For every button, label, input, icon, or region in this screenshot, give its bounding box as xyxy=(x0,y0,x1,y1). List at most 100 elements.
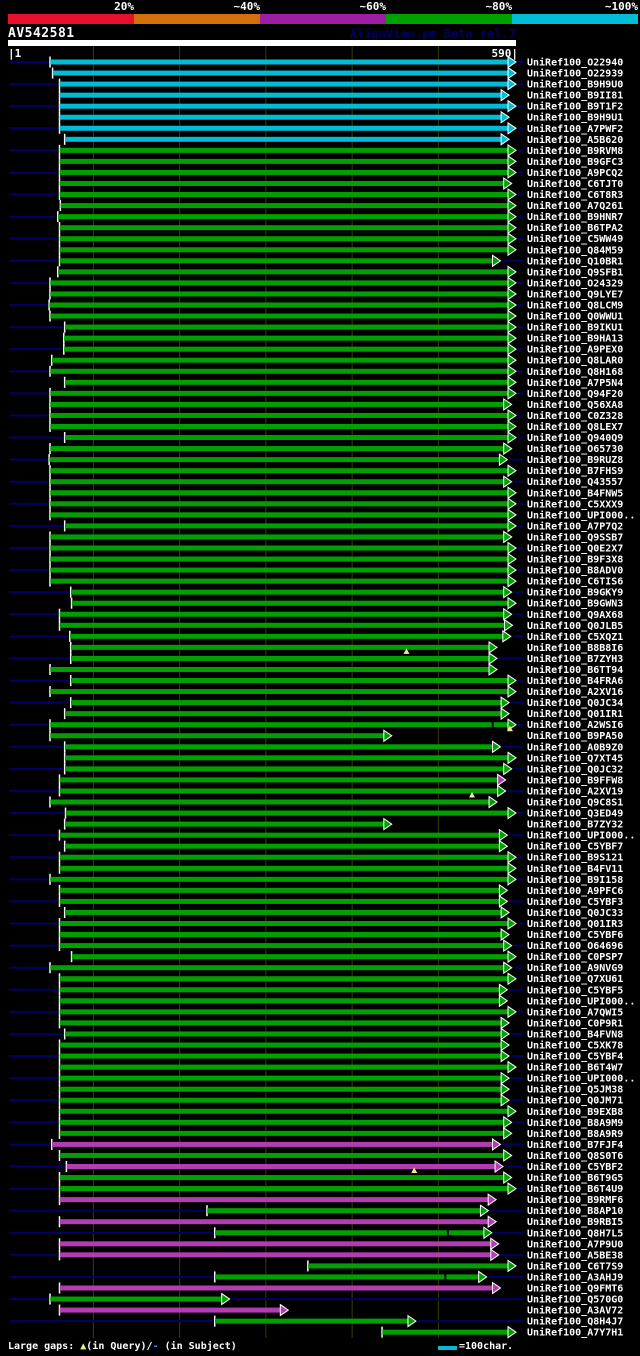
hit-start-tick xyxy=(49,531,51,543)
hit-start-tick xyxy=(49,487,51,499)
alignment-bar xyxy=(59,1219,489,1225)
hit-row: UniRef100_Q0JM71 xyxy=(9,1093,623,1107)
ruler-end-label: 590| xyxy=(491,47,519,60)
alignment-bar xyxy=(64,766,504,772)
alignment-arrowhead xyxy=(507,55,517,69)
alignment-arrowhead xyxy=(507,221,517,235)
alignment-bar xyxy=(59,976,509,982)
hit-start-tick xyxy=(58,1105,61,1117)
hit-row: UniRef100_B8A9M9 xyxy=(9,1115,623,1129)
alignment-bar xyxy=(59,777,498,783)
alignment-arrowhead xyxy=(500,1071,510,1085)
hit-label: UniRef100_Q56XA8 xyxy=(527,399,623,411)
hit-label: UniRef100_A5B620 xyxy=(527,134,623,146)
alignment-arrowhead xyxy=(498,894,509,908)
hit-start-tick xyxy=(58,1116,61,1128)
alignment-bar xyxy=(50,578,508,584)
hit-row: UniRef100_Q8H4J7 xyxy=(9,1314,623,1328)
alignment-bar xyxy=(308,1263,508,1269)
alignment-arrowhead xyxy=(507,497,517,511)
hit-label: UniRef100_Q84M59 xyxy=(527,244,623,256)
hit-label: UniRef100_O22939 xyxy=(527,68,623,80)
alignment-bar xyxy=(50,512,508,518)
hit-row: UniRef100_B9S121 xyxy=(9,850,623,864)
alignment-bar xyxy=(71,600,509,606)
alignment-bar xyxy=(50,876,508,882)
alignment-arrowhead xyxy=(491,254,502,268)
hit-label: UniRef100_Q01IR1 xyxy=(527,708,623,720)
alignment-bar xyxy=(59,192,509,198)
hit-start-tick xyxy=(48,299,50,311)
hit-row: UniRef100_B7ZYH3 xyxy=(9,651,623,665)
hit-label: UniRef100_Q9SFB1 xyxy=(527,266,623,278)
alignment-arrowhead xyxy=(488,795,498,809)
hit-label: UniRef100_B9T1F2 xyxy=(527,101,623,113)
alignment-arrowhead xyxy=(487,1193,498,1207)
query-gap-marker xyxy=(469,791,476,798)
hit-row: UniRef100_B7FJF4 xyxy=(9,1137,623,1151)
hit-label: UniRef100_Q0JM71 xyxy=(527,1095,623,1107)
hit-label: UniRef100_B4FVN8 xyxy=(527,1028,623,1040)
hit-start-tick xyxy=(58,222,61,234)
alignment-bar xyxy=(51,357,508,363)
hit-start-tick xyxy=(65,1161,68,1172)
hit-label: UniRef100_B9PA50 xyxy=(527,730,623,742)
alignment-bar xyxy=(64,523,509,529)
hit-start-tick xyxy=(49,56,51,68)
alignment-arrowhead xyxy=(491,1281,502,1295)
alignment-bar xyxy=(59,1064,509,1070)
alignment-bar xyxy=(52,70,508,76)
hit-start-tick xyxy=(58,1238,61,1250)
hit-start-tick xyxy=(70,597,73,609)
hit-start-tick xyxy=(58,1282,61,1294)
query-gap-marker xyxy=(411,1167,418,1173)
hit-start-tick xyxy=(51,67,54,79)
hit-label: UniRef100_O22940 xyxy=(527,57,623,69)
hit-start-tick xyxy=(213,1315,216,1327)
hit-label: UniRef100_C6TIS6 xyxy=(527,576,623,588)
alignment-arrowhead xyxy=(498,983,509,997)
alignment-arrowhead xyxy=(507,552,517,566)
hit-row: UniRef100_B8ADV0 xyxy=(9,563,623,577)
scale-label-100: ~100% xyxy=(604,0,638,13)
alignment-bar xyxy=(50,689,508,695)
hit-start-tick xyxy=(58,1127,61,1139)
alignment-bar xyxy=(59,622,505,628)
hit-start-tick xyxy=(69,641,72,653)
hit-row: UniRef100_C0Z328 xyxy=(9,408,623,422)
alignment-bar xyxy=(59,832,500,838)
hit-start-tick xyxy=(58,973,61,985)
alignment-arrowhead xyxy=(503,1171,513,1184)
hit-row: UniRef100_A7P9U0 xyxy=(58,1237,623,1250)
alignment-arrowhead xyxy=(507,1325,517,1339)
hit-start-tick xyxy=(49,365,51,377)
alignment-arrowhead xyxy=(507,563,517,577)
alignment-arrowhead xyxy=(500,1093,510,1107)
hit-label: UniRef100_B9GKY9 xyxy=(527,587,623,599)
alignment-bar xyxy=(50,733,384,739)
hit-label: UniRef100_B8ADV0 xyxy=(527,565,623,577)
hit-row: UniRef100_Q8LAR0 xyxy=(50,353,623,367)
hit-start-tick xyxy=(58,155,61,167)
hit-label: UniRef100_Q9C8S1 xyxy=(527,797,623,809)
hit-label: UniRef100_UPI000.. xyxy=(527,1073,635,1085)
alignment-bar xyxy=(70,678,509,684)
alignment-arrowhead xyxy=(383,817,393,831)
hit-start-tick xyxy=(63,763,66,775)
alignment-arrowhead xyxy=(507,541,517,555)
hit-start-tick xyxy=(58,1050,61,1062)
alignment-arrowhead xyxy=(507,143,517,157)
hit-start-tick xyxy=(58,166,61,178)
footer-legend: Large gaps: ▲(in Query)/- (in Subject) xyxy=(8,1341,237,1352)
hit-start-tick xyxy=(58,785,61,797)
hit-row: UniRef100_A7QWI5 xyxy=(9,1005,623,1019)
hit-start-tick xyxy=(49,873,51,885)
alignment-bar xyxy=(59,921,509,927)
hit-label: UniRef100_Q8S0T6 xyxy=(527,1150,623,1162)
hit-row: UniRef100_Q9SSB7 xyxy=(49,530,623,543)
alignment-arrowhead xyxy=(507,1005,517,1019)
query-title: AV542581 xyxy=(8,26,75,41)
hit-start-tick xyxy=(58,177,61,189)
hit-start-tick xyxy=(63,906,66,918)
hit-start-tick xyxy=(48,454,50,466)
